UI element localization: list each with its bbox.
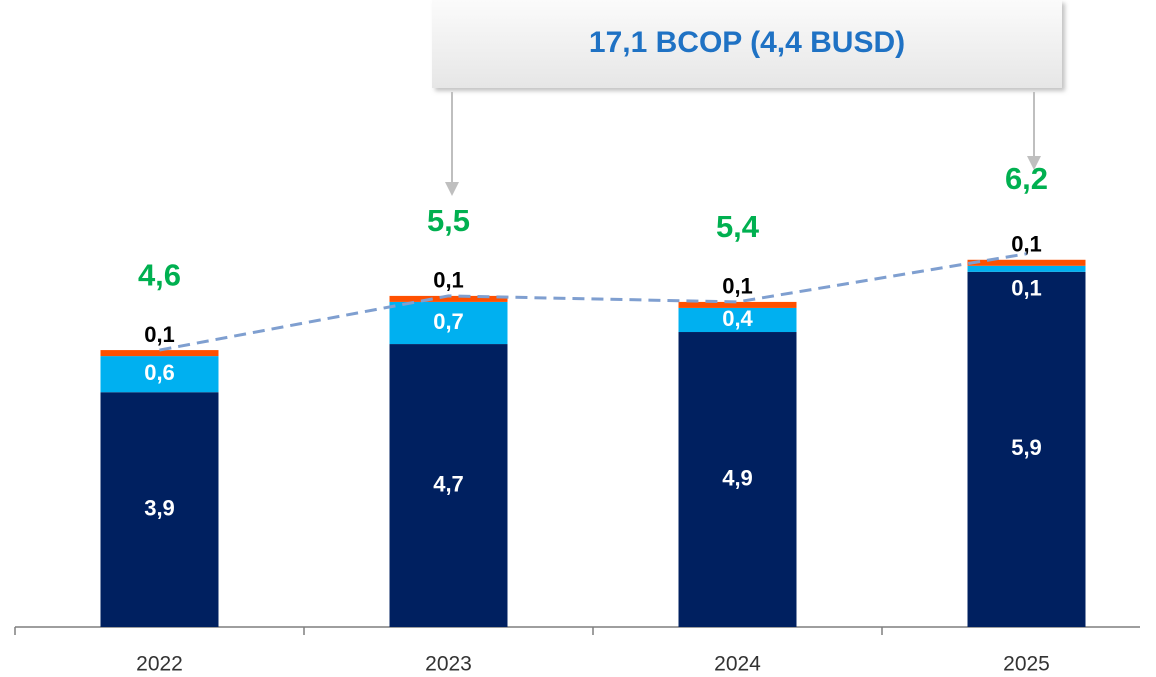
bar-segment xyxy=(967,265,1086,272)
value-label: 4,9 xyxy=(722,465,753,490)
value-label: 0,1 xyxy=(433,268,464,293)
trend-line xyxy=(159,252,1027,352)
x-tick-label: 2025 xyxy=(1003,653,1050,676)
total-label: 6,2 xyxy=(1005,161,1048,196)
total-label: 5,4 xyxy=(716,209,760,244)
value-label: 0,7 xyxy=(433,309,464,334)
x-tick-label: 2023 xyxy=(425,653,472,676)
bar-segment xyxy=(967,259,1086,266)
value-label: 0,1 xyxy=(722,274,753,299)
total-label: 5,5 xyxy=(427,203,470,238)
bar-segment xyxy=(100,356,219,393)
value-label: 3,9 xyxy=(144,495,175,520)
annotation-box xyxy=(432,0,1062,88)
value-label: 0,1 xyxy=(144,322,175,347)
value-label: 4,7 xyxy=(433,471,464,496)
annotation: 17,1 BCOP (4,4 BUSD) xyxy=(589,26,905,59)
value-label: 0,6 xyxy=(144,360,175,385)
value-label: 0,1 xyxy=(1011,232,1042,257)
bar-segment xyxy=(678,307,797,333)
value-label: 0,1 xyxy=(1011,276,1042,301)
x-tick-label: 2024 xyxy=(714,653,761,676)
bar-segment xyxy=(389,344,508,627)
value-label: 5,9 xyxy=(1011,435,1042,460)
bar-segment xyxy=(678,301,797,308)
bar-segment xyxy=(100,350,219,357)
bar-segment xyxy=(389,295,508,302)
arrow xyxy=(445,92,1041,196)
bar-segment xyxy=(100,392,219,627)
total-label: 4,6 xyxy=(138,257,181,292)
bar-segment xyxy=(967,271,1086,627)
x-tick-label: 2022 xyxy=(136,653,183,676)
value-label: 0,4 xyxy=(722,306,753,331)
bar-segment xyxy=(678,332,797,627)
bar-segment xyxy=(389,301,508,345)
